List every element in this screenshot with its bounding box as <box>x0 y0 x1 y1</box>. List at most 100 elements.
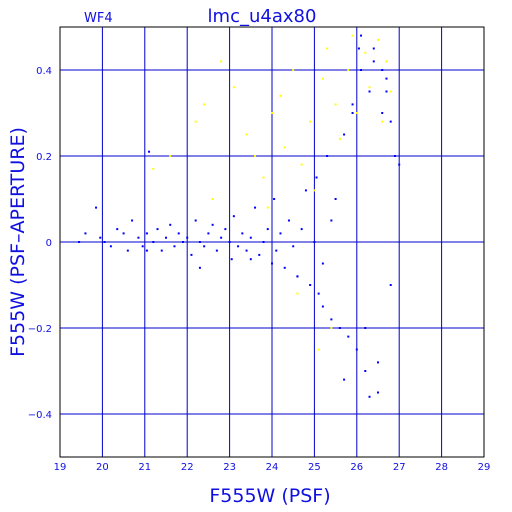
y-tick-label: −0.2 <box>28 324 52 335</box>
rejected-point <box>245 133 248 136</box>
rejected-point <box>321 77 324 80</box>
y-tick-label: 0.2 <box>36 152 52 163</box>
star-point <box>258 253 261 256</box>
star-point <box>99 236 102 239</box>
star-point <box>95 206 98 209</box>
rejected-point <box>385 60 388 63</box>
rejected-point <box>309 120 312 123</box>
star-point <box>103 241 106 243</box>
star-point <box>330 318 333 321</box>
star-point <box>211 223 214 226</box>
star-point <box>381 69 384 71</box>
rejected-point <box>262 176 265 179</box>
star-point <box>368 90 371 93</box>
rejected-point <box>351 34 354 37</box>
star-point <box>266 228 269 231</box>
star-point <box>321 305 324 308</box>
star-point <box>137 236 140 239</box>
star-point <box>271 262 273 265</box>
star-point <box>156 228 159 231</box>
star-point <box>173 245 176 248</box>
star-point <box>389 120 392 123</box>
star-point <box>321 262 324 265</box>
y-tick-label: 0 <box>46 238 52 249</box>
star-point <box>245 249 248 252</box>
x-tick-label: 21 <box>138 462 151 473</box>
plot-frame <box>59 26 485 458</box>
star-point <box>249 258 252 261</box>
star-point <box>377 391 379 394</box>
star-point <box>393 155 396 157</box>
rejected-point <box>220 60 223 63</box>
star-point <box>84 232 87 235</box>
x-tick-label: 24 <box>266 462 279 473</box>
rejected-point <box>377 38 379 41</box>
rejected-point <box>266 206 269 209</box>
star-point <box>283 266 286 269</box>
rejected-point <box>364 51 367 54</box>
rejected-point <box>326 47 329 50</box>
star-point <box>398 163 401 166</box>
chart-title: lmc_u4ax80 <box>208 6 317 27</box>
star-point <box>368 395 371 398</box>
star-point <box>287 219 290 222</box>
y-axis-label: F555W (PSF–APERTURE) <box>7 127 29 357</box>
star-point <box>116 228 119 231</box>
star-point <box>152 241 155 243</box>
star-point <box>343 133 346 136</box>
rejected-point <box>271 112 273 114</box>
star-point <box>330 219 333 222</box>
star-point <box>385 90 388 93</box>
x-tick-label: 28 <box>435 462 448 473</box>
star-point <box>343 378 346 381</box>
star-point <box>122 232 125 235</box>
star-point <box>169 223 172 226</box>
star-point <box>145 232 148 235</box>
rejected-point <box>338 137 341 140</box>
chip-label: WF4 <box>84 11 113 26</box>
star-point <box>131 219 134 222</box>
star-point <box>317 292 320 295</box>
x-tick-label: 29 <box>478 462 491 473</box>
star-point <box>360 69 363 71</box>
x-tick-label: 26 <box>350 462 363 473</box>
data-points <box>78 34 401 398</box>
star-point <box>262 241 265 243</box>
star-point <box>360 34 363 37</box>
star-point <box>279 232 282 235</box>
star-point <box>300 228 303 231</box>
star-point <box>198 241 201 243</box>
rejected-point <box>313 189 316 192</box>
rejected-point <box>283 146 286 149</box>
x-tick-label: 25 <box>308 462 321 473</box>
y-tick-labels: −0.4 −0.2 0 0.2 0.4 <box>28 66 52 421</box>
rejected-point <box>334 103 337 106</box>
star-point <box>334 198 337 200</box>
star-point <box>357 47 360 50</box>
star-point <box>364 370 367 372</box>
rejected-point <box>355 112 358 114</box>
rejected-point <box>296 292 299 295</box>
rejected-point <box>381 120 384 123</box>
star-point <box>109 245 112 248</box>
x-tick-label: 23 <box>223 462 236 473</box>
rejected-point <box>152 167 155 170</box>
star-point <box>148 150 151 153</box>
star-point <box>372 60 375 63</box>
star-point <box>145 249 148 252</box>
rejected-point <box>317 348 320 351</box>
rejected-point <box>211 198 214 200</box>
star-point <box>177 232 180 235</box>
rejected-point <box>389 90 392 93</box>
x-tick-labels: 19 20 21 22 23 24 25 26 27 28 29 <box>54 462 491 473</box>
star-point <box>347 335 350 338</box>
rejected-point <box>300 163 303 166</box>
star-point <box>381 112 384 114</box>
rejected-point <box>292 69 295 71</box>
star-point <box>207 232 210 235</box>
rejected-point <box>330 327 333 329</box>
star-point <box>315 176 318 179</box>
star-point <box>273 198 276 200</box>
star-point <box>126 249 129 252</box>
star-point <box>254 206 257 209</box>
